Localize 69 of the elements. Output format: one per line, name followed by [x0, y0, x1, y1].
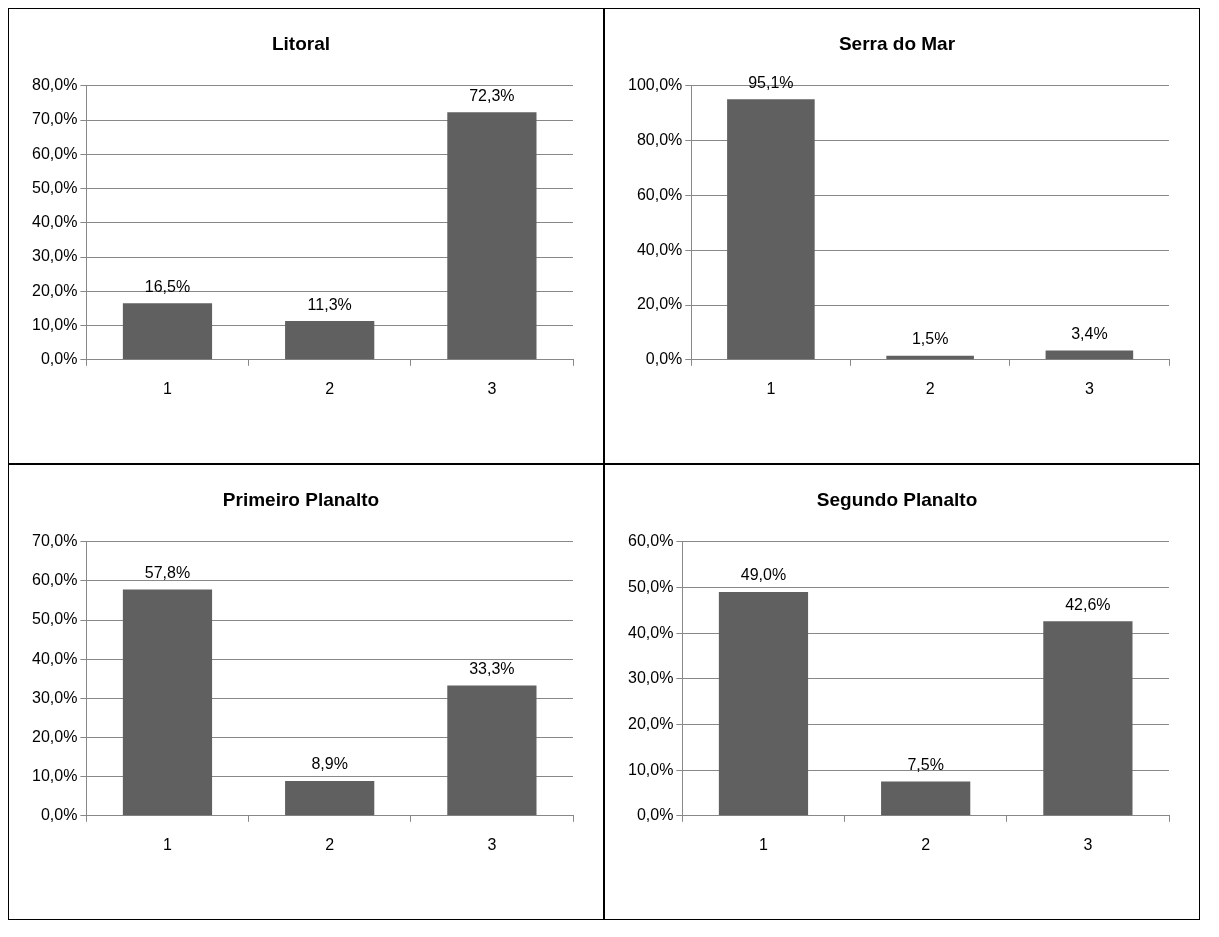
data-label: 57,8% [144, 563, 191, 581]
y-tick-label: 30,0% [31, 247, 78, 265]
y-tick-label: 20,0% [31, 727, 78, 745]
y-tick-label: 20,0% [31, 281, 78, 299]
y-tick-label: 80,0% [636, 131, 683, 149]
data-label: 72,3% [469, 86, 515, 104]
y-tick-label: 50,0% [31, 178, 78, 196]
x-tick-label: 3 [1083, 835, 1093, 853]
bar [122, 303, 213, 360]
y-tick-label: 0,0% [645, 350, 683, 368]
y-tick-label: 70,0% [31, 110, 78, 128]
y-tick-label: 100,0% [628, 76, 683, 94]
bar [718, 592, 809, 816]
data-label: 95,1% [748, 73, 794, 91]
y-tick-label: 30,0% [627, 669, 674, 687]
x-tick-label: 1 [163, 835, 173, 853]
data-label: 11,3% [307, 295, 352, 313]
y-tick-label: 60,0% [627, 532, 674, 550]
data-label: 3,4% [1071, 324, 1108, 342]
bar [1043, 621, 1133, 816]
x-tick-label: 2 [921, 835, 931, 853]
x-tick-label: 1 [163, 379, 173, 397]
bar [285, 780, 375, 816]
y-tick-label: 20,0% [636, 295, 683, 313]
x-tick-label: 2 [325, 835, 335, 853]
y-tick-label: 50,0% [627, 577, 674, 595]
y-tick-label: 0,0% [40, 806, 78, 824]
data-label: 1,5% [911, 330, 949, 348]
data-label: 16,5% [144, 277, 191, 295]
y-tick-label: 10,0% [627, 760, 674, 778]
x-tick-label: 2 [325, 379, 335, 397]
y-tick-label: 40,0% [627, 623, 674, 641]
data-label: 33,3% [469, 659, 515, 677]
x-tick-label: 1 [766, 379, 776, 397]
y-tick-label: 40,0% [636, 240, 683, 258]
chart-title: Primeiro Planalto [222, 488, 380, 510]
y-tick-label: 10,0% [31, 315, 78, 333]
y-tick-label: 0,0% [40, 350, 78, 368]
bar [285, 321, 375, 360]
x-tick-label: 3 [1084, 379, 1094, 397]
data-label: 8,9% [311, 755, 348, 773]
data-label: 49,0% [740, 566, 787, 584]
x-tick-label: 3 [487, 379, 497, 397]
data-label: 42,6% [1065, 595, 1111, 613]
y-tick-label: 60,0% [31, 144, 78, 162]
bar [447, 685, 537, 816]
y-tick-label: 10,0% [31, 767, 78, 785]
bar [1045, 350, 1134, 360]
y-tick-label: 0,0% [636, 806, 674, 824]
y-tick-label: 30,0% [31, 688, 78, 706]
y-tick-label: 80,0% [31, 76, 78, 94]
bar [447, 112, 537, 360]
bar [881, 781, 971, 816]
x-tick-label: 1 [759, 835, 769, 853]
chart-title: Litoral [271, 32, 331, 54]
x-tick-label: 3 [487, 835, 497, 853]
x-tick-label: 2 [925, 379, 935, 397]
chart-title: Segundo Planalto [816, 488, 978, 510]
y-tick-label: 70,0% [31, 532, 78, 550]
chart-title: Serra do Mar [838, 32, 956, 54]
y-tick-label: 40,0% [31, 649, 78, 667]
bar [122, 589, 213, 816]
y-tick-label: 60,0% [636, 185, 683, 203]
bar [727, 99, 815, 360]
y-tick-label: 20,0% [627, 714, 674, 732]
data-label: 7,5% [907, 755, 944, 773]
y-tick-label: 40,0% [31, 213, 78, 231]
y-tick-label: 60,0% [31, 571, 78, 589]
y-tick-label: 50,0% [31, 610, 78, 628]
